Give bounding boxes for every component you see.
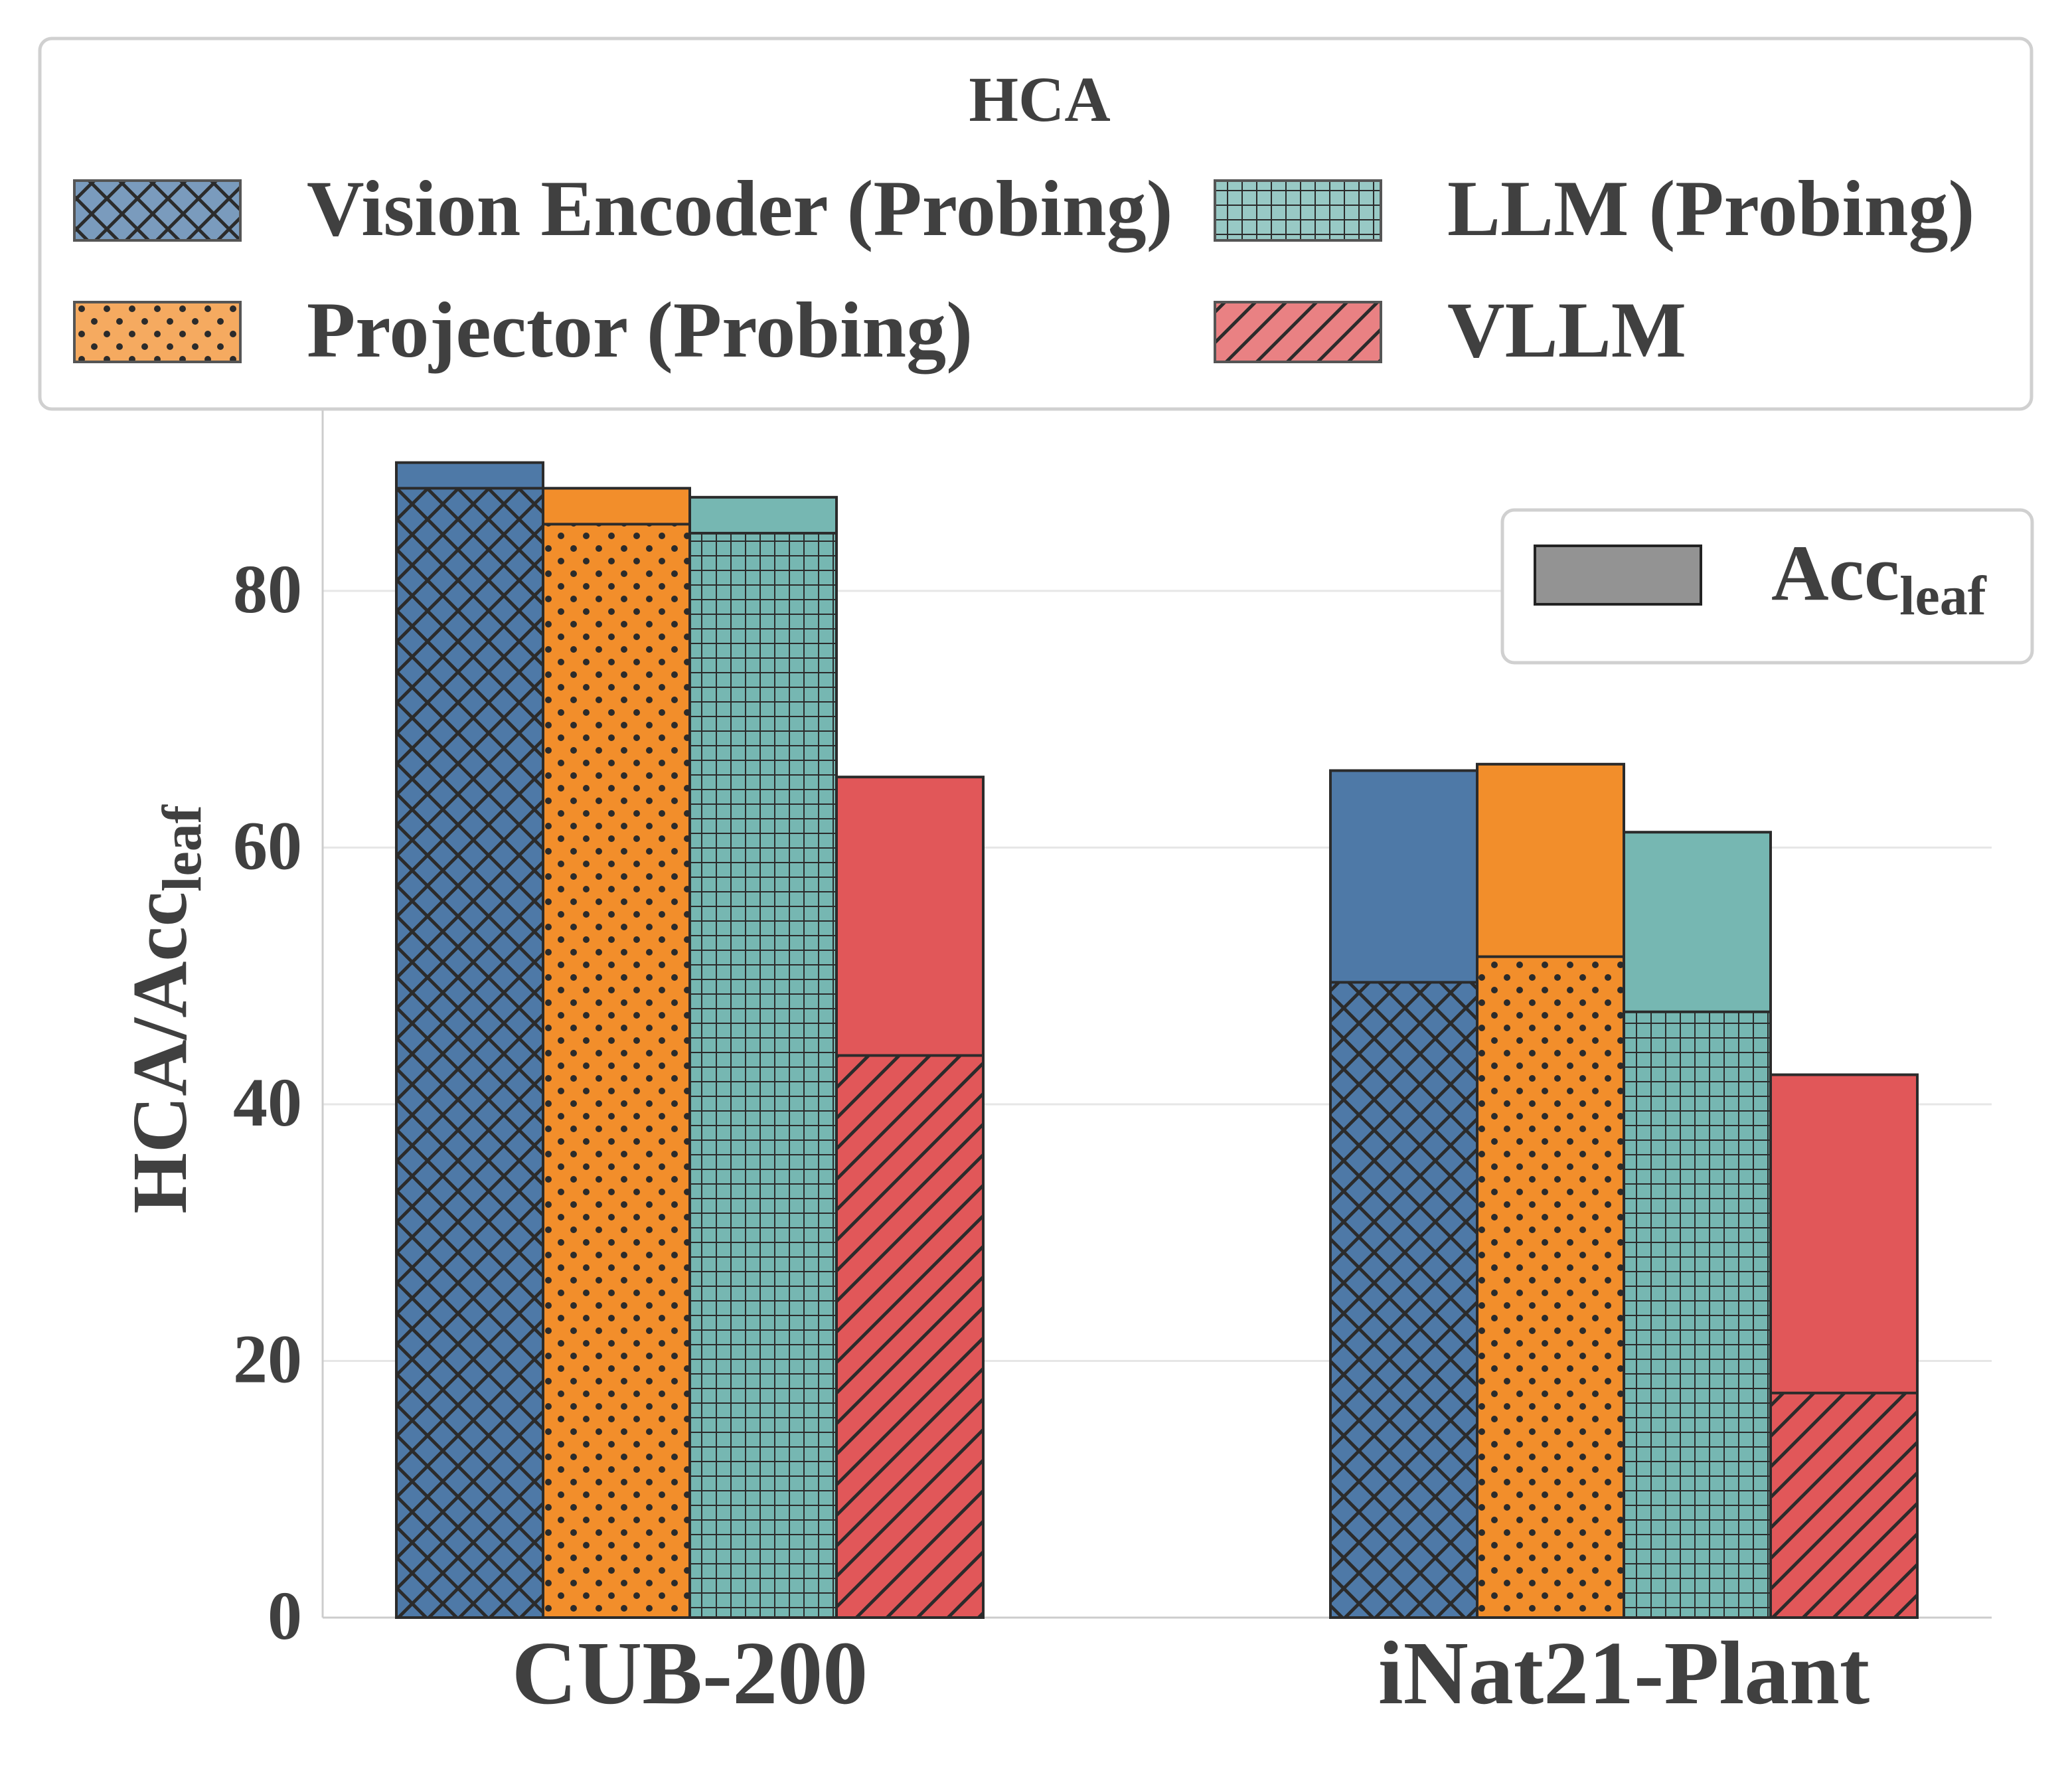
- y-tick-label-20: 20: [233, 1321, 302, 1397]
- legend-swatch-vllm: [1214, 301, 1382, 363]
- bars: [395, 461, 1919, 1620]
- y-tick-label-60: 60: [233, 807, 302, 884]
- y-axis-title-main: HCA/Acc: [116, 892, 203, 1214]
- x-tick-label-inat21-plant: iNat21-Plant: [1378, 1624, 1870, 1723]
- bar-hca-hatch-llm-probing-inat21-plant: [1623, 1010, 1772, 1619]
- legend-label-vllm: VLLM: [1447, 286, 1686, 374]
- bar-hca-hatch-llm-probing-cub-200: [688, 531, 838, 1620]
- bar-hca-hatch-vllm-inat21-plant: [1769, 1391, 1919, 1620]
- legend-swatch-vision-encoder-probing: [73, 179, 242, 242]
- bar-hca-hatch-projector-probing-inat21-plant: [1476, 955, 1625, 1619]
- tick-labels: 0 20 40 60 80 CUB-200 iNat21-Plant: [233, 551, 1870, 1723]
- legend-acc-swatch: [1534, 545, 1702, 606]
- x-tick-label-cub-200: CUB-200: [512, 1624, 868, 1723]
- y-tick-label-40: 40: [233, 1064, 302, 1141]
- y-tick-label-80: 80: [233, 551, 302, 628]
- bar-hca-hatch-projector-probing-cub-200: [542, 523, 691, 1619]
- y-axis-title: HCA/Accleaf: [116, 804, 213, 1214]
- legend-acc-label: Accleaf: [1771, 529, 1987, 627]
- legend-label-llm-probing: LLM (Probing): [1447, 164, 1974, 253]
- legend-label-projector-probing: Projector (Probing): [307, 286, 973, 375]
- legend-swatch-llm-probing: [1214, 179, 1382, 242]
- bar-hca-hatch-vision-encoder-probing-inat21-plant: [1329, 981, 1478, 1620]
- bar-hca-hatch-vision-encoder-probing-cub-200: [395, 487, 544, 1620]
- legend-acc-leaf: Accleaf: [1500, 508, 2034, 665]
- legend-label-vision-encoder-probing: Vision Encoder (Probing): [307, 164, 1173, 253]
- y-axis-label: HCA/Accleaf: [116, 804, 213, 1214]
- legend-hca: HCA Vision Encoder (Probing) LLM (Probing)…: [38, 37, 2033, 411]
- legend-swatch-projector-probing: [73, 301, 242, 363]
- bar-hca-hatch-vllm-cub-200: [835, 1054, 985, 1619]
- y-axis-title-sub: leaf: [151, 804, 213, 892]
- legend-hca-title: HCA: [969, 64, 1110, 135]
- legend-hca-frame: [38, 37, 2033, 411]
- y-tick-label-0: 0: [268, 1578, 302, 1654]
